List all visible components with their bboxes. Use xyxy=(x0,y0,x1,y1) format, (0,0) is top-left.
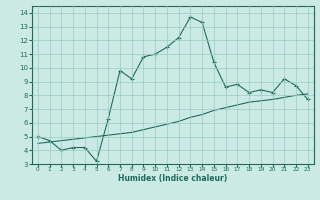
X-axis label: Humidex (Indice chaleur): Humidex (Indice chaleur) xyxy=(118,174,228,183)
